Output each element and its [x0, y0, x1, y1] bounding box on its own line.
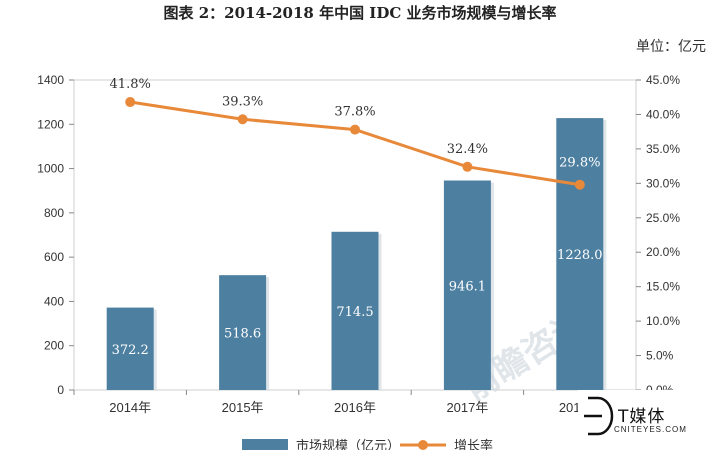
y-left-tick-label: 1400: [37, 73, 64, 87]
y-right-tick-label: 15.0%: [646, 280, 680, 294]
bar-value-label: 518.6: [224, 327, 261, 342]
x-tick-label: 2015年: [222, 400, 264, 415]
growth-point: [125, 97, 136, 108]
chart-title: 图表 2：2014-2018 年中国 IDC 业务市场规模与增长率: [163, 4, 557, 22]
growth-point: [237, 114, 248, 125]
bar: [106, 307, 154, 390]
y-right-tick-label: 40.0%: [646, 107, 680, 121]
logo-name: T媒体: [618, 407, 666, 427]
site-logo: T媒体 CNITEYES.COM: [578, 390, 720, 450]
bar: [556, 118, 604, 390]
y-right-tick-label: 10.0%: [646, 314, 680, 328]
bar: [331, 231, 379, 390]
legend-bar-swatch: [242, 439, 288, 450]
y-right-tick-label: 5.0%: [646, 349, 674, 363]
bar-value-label: 714.5: [336, 305, 373, 320]
bar-value-label: 372.2: [112, 343, 149, 358]
growth-point: [462, 161, 473, 172]
growth-point: [350, 124, 360, 135]
bar: [443, 180, 491, 390]
x-tick-label: 2014年: [109, 400, 151, 415]
logo-site: CNITEYES.COM: [614, 425, 687, 434]
growth-value-label: 39.3%: [222, 94, 263, 109]
y-left-tick-label: 400: [44, 294, 64, 308]
growth-value-label: 41.8%: [110, 77, 151, 92]
growth-value-label: 32.4%: [447, 142, 488, 157]
y-right-tick-label: 30.0%: [646, 176, 680, 190]
y-left-tick-label: 200: [44, 339, 64, 353]
bar-value-label: 946.1: [449, 279, 486, 294]
y-left-tick-label: 1000: [37, 162, 64, 176]
bar: [219, 275, 267, 390]
y-left-tick-label: 600: [44, 250, 64, 264]
x-tick-label: 2017年: [446, 400, 488, 415]
y-left-tick-label: 1200: [37, 117, 64, 131]
y-left-tick-label: 800: [44, 206, 64, 220]
y-right-tick-label: 20.0%: [646, 245, 680, 259]
legend-bar-label: 市场规模（亿元）: [296, 438, 400, 450]
legend-line-label: 增长率: [454, 438, 493, 450]
y-right-tick-label: 45.0%: [646, 73, 680, 87]
y-right-tick-label: 25.0%: [646, 211, 680, 225]
growth-value-label: 37.8%: [334, 105, 375, 120]
legend-line-marker: [418, 440, 428, 450]
x-tick-label: 2016年: [334, 400, 376, 415]
y-left-tick-label: 0: [57, 383, 64, 397]
y-right-tick-label: 35.0%: [646, 142, 680, 156]
growth-point: [574, 179, 585, 190]
bar-value-label: 1228.0: [557, 248, 603, 263]
logo-mark-icon: [584, 396, 614, 436]
unit-label: 单位：亿元: [636, 38, 706, 54]
growth-value-label: 29.8%: [559, 156, 600, 171]
